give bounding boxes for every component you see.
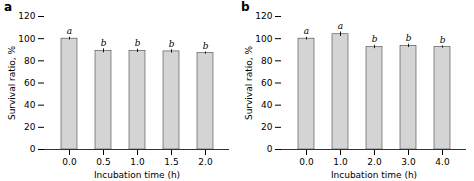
svg-text:0.5: 0.5 xyxy=(96,157,110,167)
svg-text:2.0: 2.0 xyxy=(198,157,213,167)
svg-text:4.0: 4.0 xyxy=(435,157,450,167)
svg-text:40: 40 xyxy=(261,100,273,110)
svg-text:b: b xyxy=(406,33,412,43)
svg-text:60: 60 xyxy=(261,78,273,88)
html-text:a: a xyxy=(4,0,13,14)
svg-text:1.0: 1.0 xyxy=(333,157,348,167)
svg-text:b: b xyxy=(440,35,446,45)
svg-text:b: b xyxy=(135,38,141,48)
svg-text:a: a xyxy=(338,21,343,31)
svg-text:1.0: 1.0 xyxy=(130,157,145,167)
svg-text:2.0: 2.0 xyxy=(367,157,382,167)
svg-text:Survival ratio, %: Survival ratio, % xyxy=(244,45,254,120)
svg-text:80: 80 xyxy=(24,56,36,66)
svg-text:1.5: 1.5 xyxy=(164,157,178,167)
svg-text:b: b xyxy=(372,34,378,44)
svg-text:0.0: 0.0 xyxy=(62,157,77,167)
svg-text:60: 60 xyxy=(24,78,36,88)
svg-text:0: 0 xyxy=(267,144,273,154)
svg-text:0.0: 0.0 xyxy=(299,157,314,167)
svg-text:20: 20 xyxy=(261,122,273,132)
svg-text:100: 100 xyxy=(18,34,35,44)
svg-text:100: 100 xyxy=(255,34,272,44)
svg-text:a: a xyxy=(67,26,72,36)
svg-text:80: 80 xyxy=(261,56,273,66)
svg-text:Incubation time (h): Incubation time (h) xyxy=(94,170,180,180)
svg-text:3.0: 3.0 xyxy=(401,157,416,167)
svg-text:b: b xyxy=(169,39,175,49)
svg-text:Survival ratio, %: Survival ratio, % xyxy=(7,45,17,120)
html-text:b: b xyxy=(241,0,250,14)
svg-text:Incubation time (h): Incubation time (h) xyxy=(331,170,417,180)
svg-text:0: 0 xyxy=(30,144,36,154)
svg-text:20: 20 xyxy=(24,122,36,132)
svg-text:120: 120 xyxy=(18,11,35,21)
svg-text:40: 40 xyxy=(24,100,36,110)
svg-text:120: 120 xyxy=(255,11,272,21)
svg-text:b: b xyxy=(203,41,209,51)
svg-text:a: a xyxy=(304,26,309,36)
svg-text:b: b xyxy=(101,38,107,48)
